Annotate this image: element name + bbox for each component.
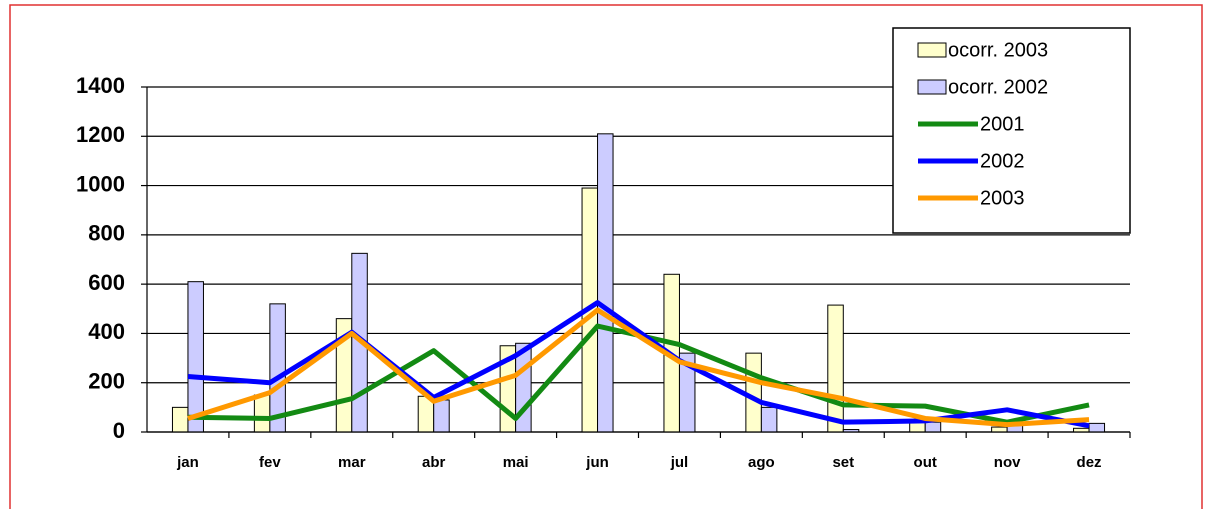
legend-label: 2003	[980, 187, 1025, 209]
legend-label: ocorr. 2002	[948, 76, 1048, 98]
bar	[909, 421, 926, 433]
y-tick-label: 200	[88, 369, 125, 394]
bar	[827, 304, 844, 433]
line	[187, 307, 1090, 428]
legend-items: ocorr. 2003 ocorr. 2002 2001 2002 2003	[917, 39, 1048, 209]
bar	[253, 394, 271, 433]
bar	[1088, 422, 1106, 433]
legend-label: ocorr. 2003	[948, 39, 1048, 61]
bar	[433, 399, 450, 433]
y-tick-label: 1200	[76, 122, 125, 147]
frame	[9, 4, 1203, 509]
plot-area: 0 200 400 600 800 1000 1200 1400 jan fev mar abr mai…	[76, 73, 1131, 471]
bar	[187, 281, 204, 433]
legend-label: 2001	[980, 113, 1025, 135]
x-tick-label: mar	[338, 454, 366, 471]
bar	[745, 352, 762, 433]
y-tick-label: 1400	[76, 73, 125, 98]
bar	[991, 426, 1008, 433]
x-tick-label: out	[914, 454, 937, 471]
x-tick-label: mai	[503, 454, 529, 471]
x-tick-label: jul	[670, 454, 689, 471]
legend-swatch	[917, 79, 947, 95]
y-tick-label: 800	[88, 221, 125, 246]
x-tick-label: ago	[748, 454, 775, 471]
x-tick-label: jun	[585, 454, 609, 471]
legend-swatch	[917, 42, 947, 58]
line	[187, 323, 1090, 425]
y-tick-label: 400	[88, 319, 125, 344]
legend-label: 2002	[980, 150, 1025, 172]
x-tick-label: set	[832, 454, 854, 471]
x-tick-label: abr	[422, 454, 446, 471]
y-tick-label: 600	[88, 270, 125, 295]
y-tick-label: 1000	[76, 171, 125, 196]
bar	[924, 421, 942, 433]
bar	[760, 406, 778, 433]
x-tick-label: nov	[994, 454, 1021, 471]
y-tick-label: 0	[113, 418, 125, 443]
bar	[597, 133, 614, 433]
x-tick-label: jan	[176, 454, 199, 471]
bar	[171, 406, 189, 433]
x-tick-label: fev	[259, 454, 281, 471]
x-tick-label: dez	[1077, 454, 1102, 471]
